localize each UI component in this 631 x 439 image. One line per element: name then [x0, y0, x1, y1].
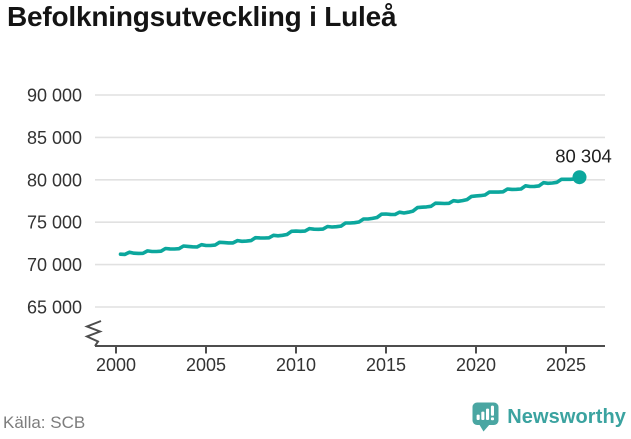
y-axis-tick-label: 65 000 [27, 298, 82, 318]
x-axis-tick-label: 2010 [276, 355, 316, 375]
page-title: Befolkningsutveckling i Luleå [7, 1, 397, 32]
end-value-label: 80 304 [555, 146, 612, 167]
y-axis-tick-label: 80 000 [27, 170, 82, 190]
end-point-dot [572, 170, 587, 185]
axis-break-icon [84, 320, 103, 347]
newsworthy-logo: Newsworthy [472, 402, 626, 432]
y-axis-tick-label: 70 000 [27, 255, 82, 275]
x-axis-tick-label: 2025 [546, 355, 586, 375]
source-attribution: Källa: SCB [3, 413, 86, 432]
x-axis-tick-label: 2015 [366, 355, 406, 375]
y-axis-tick-label: 90 000 [27, 86, 82, 106]
y-axis-tick-label: 85 000 [27, 128, 82, 148]
y-axis-tick-label: 75 000 [27, 213, 82, 233]
newsworthy-wordmark: Newsworthy [507, 405, 626, 428]
bar-chart-speech-bubble-icon [472, 402, 499, 432]
x-axis-tick-label: 2000 [96, 355, 136, 375]
x-axis-tick-label: 2020 [456, 355, 496, 375]
x-axis-tick-label: 2005 [186, 355, 226, 375]
population-line [118, 175, 582, 257]
